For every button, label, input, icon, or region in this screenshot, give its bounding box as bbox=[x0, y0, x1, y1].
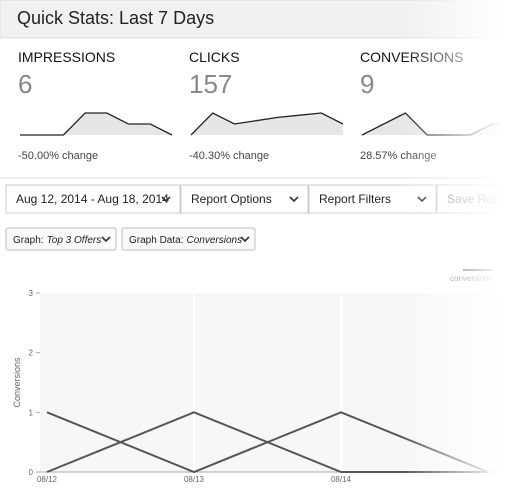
button-value: Top 3 Offers bbox=[47, 235, 102, 246]
sparkline-area bbox=[362, 113, 514, 135]
stat-label: IMPRESSIONS bbox=[18, 49, 115, 65]
graph-button-label: Graph Data: Conversions bbox=[129, 235, 242, 246]
dropdown-label: Report Filters bbox=[319, 192, 391, 206]
button-prefix: Graph Data: bbox=[129, 235, 183, 246]
graph-button[interactable] bbox=[5, 227, 117, 251]
button-value: Conversions bbox=[186, 235, 242, 246]
chevron bbox=[240, 236, 250, 243]
dropdown-label: Report Options bbox=[191, 192, 272, 206]
stat-change: -40.30% change bbox=[189, 150, 269, 162]
chevron bbox=[161, 196, 171, 203]
dropdown-label: Aug 12, 2014 - Aug 18, 2014 bbox=[16, 192, 169, 206]
graph-button[interactable] bbox=[121, 227, 256, 251]
x-tick-label: 08/14 bbox=[331, 475, 352, 484]
y-axis-label: Conversions bbox=[12, 357, 22, 408]
y-tick-label: 3 bbox=[29, 289, 34, 298]
stat-label: CLICKS bbox=[189, 49, 240, 65]
chevron bbox=[101, 236, 111, 243]
button-prefix: Graph: bbox=[13, 235, 44, 246]
y-tick-label: 2 bbox=[29, 349, 34, 358]
sparkline-area bbox=[191, 113, 343, 135]
dropdown[interactable] bbox=[180, 184, 309, 214]
y-tick-label: 1 bbox=[29, 408, 34, 417]
y-tick-label: 0 bbox=[29, 468, 34, 477]
x-tick-label: 08/12 bbox=[37, 475, 58, 484]
chevron bbox=[289, 196, 299, 203]
stat-value: 157 bbox=[189, 69, 232, 99]
title: Quick Stats: Last 7 Days bbox=[17, 8, 214, 28]
sparkline bbox=[20, 112, 173, 136]
dropdown[interactable] bbox=[5, 184, 181, 214]
legend-label: conversions bbox=[450, 274, 493, 283]
graph-button-label: Graph: Top 3 Offers bbox=[13, 235, 101, 246]
x-tick-label: 08/13 bbox=[184, 475, 205, 484]
stat-value: 9 bbox=[360, 69, 374, 99]
sparkline bbox=[190, 112, 344, 136]
stat-change: -50.00% change bbox=[18, 150, 98, 162]
stat-change: 28.57% change bbox=[360, 150, 436, 162]
stat-value: 6 bbox=[18, 69, 32, 99]
stat-label: CONVERSIONS bbox=[360, 49, 463, 65]
dropdown-label: Save Repo bbox=[447, 192, 507, 206]
sparkline-area bbox=[20, 113, 172, 135]
